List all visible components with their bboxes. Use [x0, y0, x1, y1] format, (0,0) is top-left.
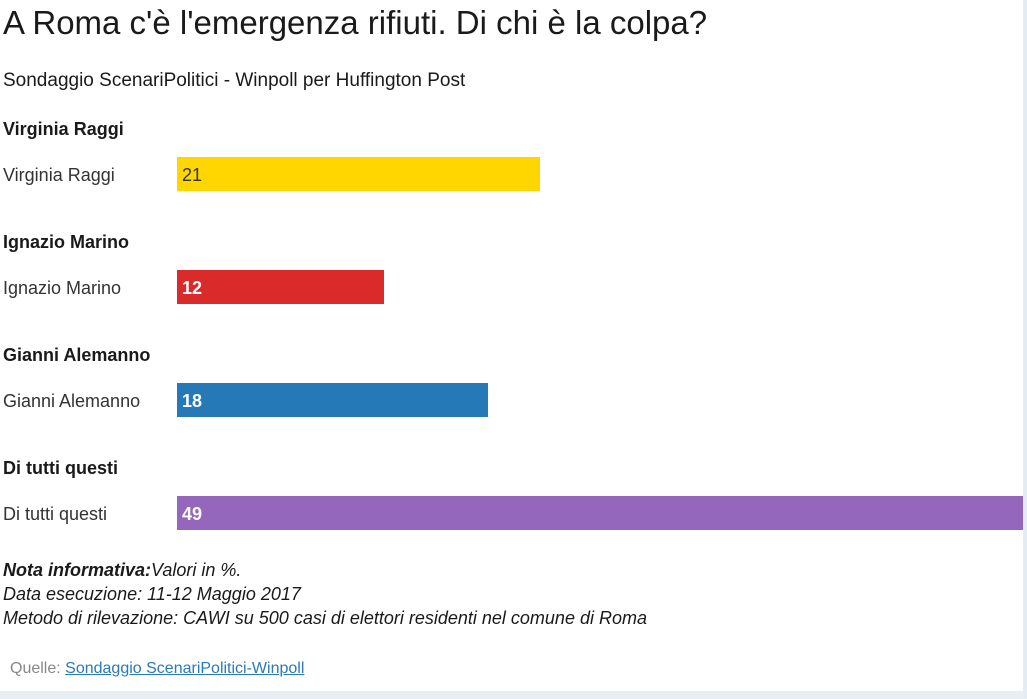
note-label: Nota informativa:	[3, 560, 152, 580]
note-method: Metodo di rilevazione: CAWI su 500 casi …	[3, 608, 647, 628]
category-label: Di tutti questi	[3, 504, 107, 524]
group-heading: Ignazio Marino	[3, 232, 129, 252]
chart-title: A Roma c'è l'emergenza rifiuti. Di chi è…	[3, 4, 708, 41]
category-label: Gianni Alemanno	[3, 391, 140, 411]
source-label: Quelle:	[10, 660, 61, 677]
bar-value-label: 21	[182, 165, 202, 185]
source-line: Quelle: Sondaggio ScenariPolitici-Winpol…	[10, 660, 304, 678]
note-text: Valori in %.	[151, 560, 242, 580]
note-block: Nota informativa:Valori in %. Data esecu…	[3, 558, 647, 630]
bar	[177, 383, 488, 417]
category-label: Virginia Raggi	[3, 165, 115, 185]
chart-subtitle: Sondaggio ScenariPolitici - Winpoll per …	[3, 70, 466, 91]
source-link[interactable]: Sondaggio ScenariPolitici-Winpoll	[65, 660, 305, 677]
bar-value-label: 12	[182, 278, 202, 298]
group-heading: Di tutti questi	[3, 458, 118, 478]
bar	[177, 157, 540, 191]
category-label: Ignazio Marino	[3, 278, 121, 298]
bar	[177, 496, 1023, 530]
note-date: Data esecuzione: 11-12 Maggio 2017	[3, 584, 301, 604]
group-heading: Gianni Alemanno	[3, 345, 150, 365]
bar-value-label: 18	[182, 391, 202, 411]
bar-chart: Virginia Raggi Virginia Raggi 21 Ignazio Ma…	[3, 119, 1023, 530]
note-line: Nota informativa:Valori in %.	[3, 558, 647, 582]
bar	[177, 270, 384, 304]
group-heading: Virginia Raggi	[3, 119, 124, 139]
bar-value-label: 49	[182, 504, 202, 524]
